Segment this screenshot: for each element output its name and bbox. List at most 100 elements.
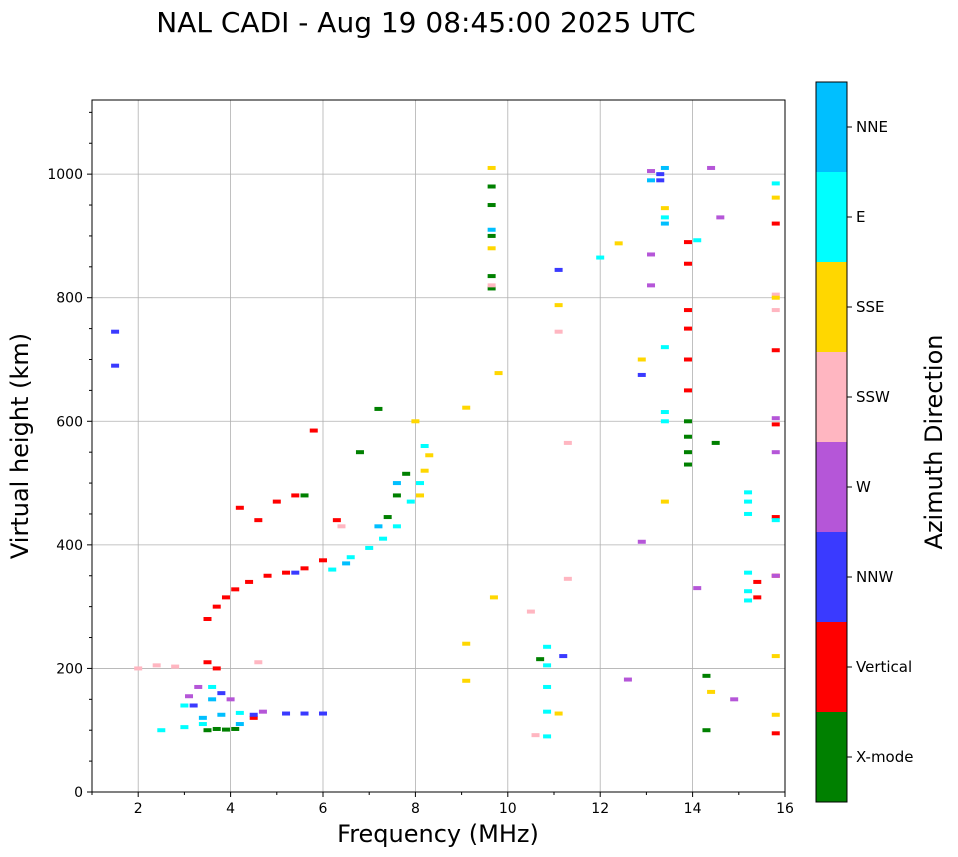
data-point-nnw: [217, 691, 226, 696]
data-point-x-mode: [231, 726, 240, 731]
data-point-e: [660, 215, 669, 220]
data-point-w: [194, 684, 203, 689]
colorbar-segment: [816, 442, 847, 532]
data-point-vertical: [683, 261, 692, 266]
colorbar-tick-label: SSW: [856, 388, 890, 406]
data-point-sse: [462, 641, 471, 646]
data-point-e: [406, 499, 415, 504]
data-point-sse: [487, 246, 496, 251]
data-point-x-mode: [683, 434, 692, 439]
data-point-x-mode: [683, 419, 692, 424]
x-tick-label: 14: [684, 801, 702, 817]
x-axis-ticks: 2 4 6 8 10 12 14 16: [91, 792, 794, 817]
data-point-vertical: [212, 666, 221, 671]
colorbar-tick-label: Vertical: [856, 658, 912, 676]
data-point-vertical: [683, 357, 692, 362]
data-point-e: [379, 536, 388, 541]
data-point-sse: [494, 371, 503, 376]
colorbar-tick-label: NNE: [856, 118, 888, 136]
colorbar-tick-label: E: [856, 208, 865, 226]
data-point-x-mode: [702, 673, 711, 678]
data-point-vertical: [245, 579, 254, 584]
data-point-vertical: [263, 573, 272, 578]
data-point-vertical: [753, 579, 762, 584]
data-point-e: [235, 710, 244, 715]
data-point-nne: [647, 178, 656, 183]
x-tick-label: 10: [499, 801, 517, 817]
data-point-e: [543, 709, 552, 714]
data-point-e: [543, 663, 552, 668]
data-point-e: [157, 728, 166, 733]
data-point-sse: [554, 711, 563, 716]
data-point-e: [543, 684, 552, 689]
data-point-nnw: [637, 372, 646, 377]
data-point-vertical: [300, 566, 309, 571]
data-point-ssw: [487, 283, 496, 288]
data-point-x-mode: [487, 184, 496, 189]
data-point-sse: [660, 499, 669, 504]
data-point-sse: [771, 712, 780, 717]
colorbar-frame: [815, 81, 848, 803]
data-point-sse: [637, 357, 646, 362]
colorbar-tick-label: SSE: [856, 298, 885, 316]
data-point-ssw: [526, 609, 535, 614]
data-point-e: [596, 255, 605, 260]
data-point-ssw: [771, 292, 780, 297]
data-point-e: [365, 545, 374, 550]
x-tick-label: 12: [591, 801, 609, 817]
data-point-nne: [487, 227, 496, 232]
colorbar-tick-label: X-mode: [856, 748, 913, 766]
data-point-e: [744, 570, 753, 575]
data-point-e: [771, 518, 780, 523]
data-point-x-mode: [374, 406, 383, 411]
data-point-vertical: [771, 422, 780, 427]
data-point-sse: [462, 405, 471, 410]
data-point-x-mode: [221, 727, 230, 732]
data-point-ssw: [563, 576, 572, 581]
data-point-x-mode: [203, 728, 212, 733]
data-point-w: [647, 169, 656, 174]
data-point-vertical: [203, 617, 212, 621]
data-point-x-mode: [300, 493, 309, 498]
y-tick-label: 800: [56, 291, 83, 307]
data-point-nnw: [656, 178, 665, 183]
colorbar-segment: [816, 532, 847, 622]
data-point-vertical: [683, 240, 692, 245]
data-point-nnw: [111, 363, 120, 368]
y-axis-ticks: 0 200 400 600 800 1000: [47, 111, 92, 801]
data-point-vertical: [272, 499, 281, 504]
data-point-x-mode: [683, 462, 692, 467]
x-axis-label: Frequency (MHz): [337, 820, 539, 848]
data-point-ssw: [134, 666, 143, 671]
data-point-vertical: [309, 428, 318, 433]
colorbar-segment: [816, 622, 847, 712]
data-point-w: [730, 697, 739, 702]
data-point-sse: [771, 295, 780, 300]
colorbar-segment: [816, 172, 847, 262]
data-point-nne: [660, 221, 669, 226]
data-point-nne: [392, 481, 401, 486]
x-tick-label: 6: [319, 801, 328, 817]
data-point-nnw: [189, 703, 198, 708]
x-tick-label: 16: [776, 801, 794, 817]
data-point-sse: [425, 453, 434, 458]
data-point-nne: [217, 712, 226, 717]
y-tick-label: 1000: [47, 167, 83, 183]
data-point-sse: [489, 595, 498, 600]
data-point-sse: [771, 195, 780, 200]
data-point-x-mode: [487, 274, 496, 279]
data-point-w: [716, 215, 725, 220]
colorbar-segment: [816, 262, 847, 352]
data-point-vertical: [203, 660, 212, 665]
data-point-vertical: [235, 505, 244, 510]
data-point-e: [180, 725, 189, 730]
data-point-w: [771, 573, 780, 578]
data-point-x-mode: [487, 286, 496, 291]
data-point-w: [647, 283, 656, 288]
data-point-e: [543, 644, 552, 649]
data-point-x-mode: [355, 450, 364, 455]
data-point-e: [744, 499, 753, 504]
colorbar-segment: [816, 712, 847, 802]
data-point-e: [392, 524, 401, 529]
plot-frame: [91, 99, 786, 793]
